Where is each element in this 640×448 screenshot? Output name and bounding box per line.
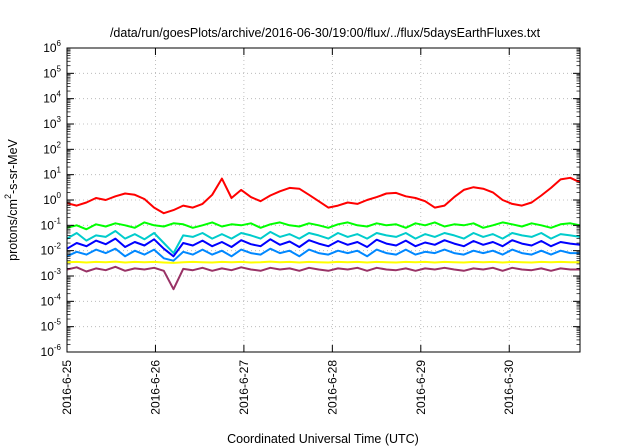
y-tick-label: 10-3 bbox=[41, 267, 62, 283]
y-tick-label: 10-4 bbox=[41, 292, 62, 308]
y-tick-label: 10-6 bbox=[41, 343, 62, 359]
series-line-2 bbox=[66, 221, 581, 231]
series-line-5 bbox=[66, 247, 580, 262]
y-tick-label: 104 bbox=[43, 90, 61, 106]
x-tick-labels: 2016-6-25 2016-6-26 2016-6-27 2016-6-28 2016… bbox=[60, 360, 516, 415]
y-tick-label: 101 bbox=[43, 166, 61, 182]
x-tick-label: 2016-6-25 bbox=[60, 360, 74, 415]
y-tick-labels: 10-6 10-5 10-4 10-3 10-2 10-1 100 101 102 103 104 1… bbox=[41, 39, 62, 359]
series-line-7 bbox=[66, 265, 580, 291]
y-tick-label: 100 bbox=[43, 191, 61, 207]
series-line-6 bbox=[66, 260, 580, 264]
y-axis-title-rest: -s-sr-MeV bbox=[6, 138, 20, 194]
x-tick-label: 2016-6-30 bbox=[502, 360, 516, 415]
y-tick-label: 106 bbox=[43, 39, 61, 55]
x-tick-label: 2016-6-27 bbox=[237, 360, 251, 415]
y-tick-label: 105 bbox=[43, 64, 61, 80]
series-group bbox=[66, 176, 581, 291]
tick-marks bbox=[66, 47, 580, 353]
y-tick-label: 10-2 bbox=[41, 242, 62, 258]
x-tick-label: 2016-6-26 bbox=[148, 360, 162, 415]
series-line-1 bbox=[66, 176, 581, 215]
series-line-3 bbox=[66, 230, 581, 255]
series-line-4 bbox=[66, 237, 581, 258]
y-tick-label: 103 bbox=[43, 115, 61, 131]
x-tick-label: 2016-6-28 bbox=[325, 360, 339, 415]
y-axis-title-sup: 2 bbox=[3, 194, 13, 199]
y-tick-label: 102 bbox=[43, 140, 61, 156]
chart-title: /data/run/goesPlots/archive/2016-06-30/1… bbox=[110, 26, 541, 40]
y-tick-label: 10-5 bbox=[41, 318, 62, 334]
grid-lines bbox=[67, 48, 580, 352]
x-tick-label: 2016-6-29 bbox=[414, 360, 428, 415]
x-axis-title: Coordinated Universal Time (UTC) bbox=[227, 432, 419, 446]
y-axis-title: protons/cm2-s-sr-MeV bbox=[3, 138, 20, 260]
y-axis-title-base: protons/cm bbox=[6, 199, 20, 261]
y-tick-label: 10-1 bbox=[41, 216, 62, 232]
